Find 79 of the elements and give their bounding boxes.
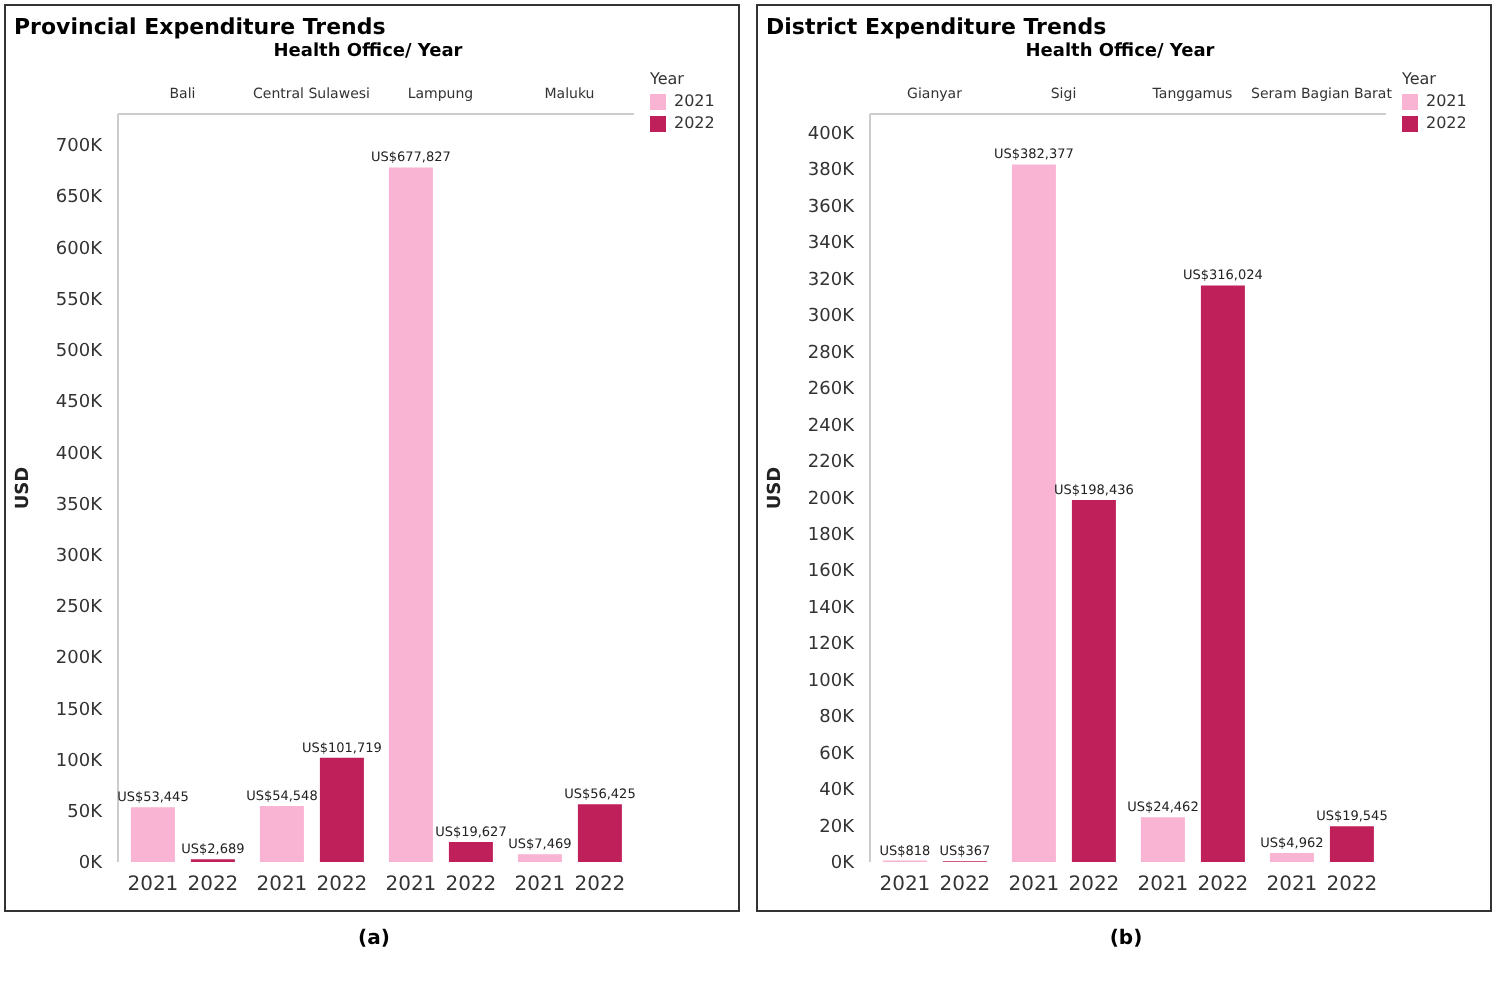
y-tick-label: 220K [807, 453, 857, 474]
y-tick-label: 20K [819, 817, 857, 838]
text: 2021 [1266, 874, 1318, 896]
text: 2021 [1137, 874, 1189, 896]
y-tick-label: 200K [807, 489, 857, 510]
y-tick-label: 360K [807, 197, 857, 218]
y-tick-label: 450K [55, 393, 105, 414]
text: 2022 [574, 874, 626, 896]
bar [388, 167, 433, 862]
x-axis-title: Health Office/ Year [271, 42, 465, 66]
bar [1071, 499, 1116, 862]
y-tick-label: 380K [807, 161, 857, 182]
bar [448, 841, 493, 862]
text: 2022 [445, 874, 497, 896]
legend-title: Year [1402, 70, 1438, 88]
text: 2022 [939, 874, 991, 896]
y-tick-label: 250K [55, 598, 105, 619]
bar [1329, 826, 1374, 862]
y-tick-label: 60K [819, 744, 857, 765]
y-tick-label: 140K [807, 598, 857, 619]
text: 2022 [1326, 874, 1378, 896]
bar [259, 806, 304, 862]
bar [517, 854, 562, 862]
legend-title: Year [650, 70, 686, 88]
y-tick-label: 320K [807, 270, 857, 291]
y-tick-label: 100K [55, 751, 105, 772]
text: 2021 [1008, 874, 1060, 896]
text: 2021 [879, 874, 931, 896]
y-tick-label: 550K [55, 290, 105, 311]
y-axis-title: USD [766, 466, 787, 510]
legend-label: 2021 [672, 92, 717, 110]
bar [1011, 164, 1056, 862]
y-tick-label: 300K [55, 546, 105, 567]
y-tick-label: 400K [807, 124, 857, 145]
y-tick-label: 400K [55, 444, 105, 465]
y-tick-label: 160K [807, 562, 857, 583]
bar [1200, 285, 1245, 862]
y-tick-label: 650K [55, 188, 105, 209]
text: 2021 [127, 874, 179, 896]
text: (a) [356, 928, 392, 950]
y-tick-label: 50K [67, 803, 105, 824]
y-tick-label: 260K [807, 380, 857, 401]
bar [130, 807, 175, 862]
y-tick-label: 120K [807, 635, 857, 656]
bar [1140, 817, 1185, 862]
y-tick-label: 350K [55, 495, 105, 516]
y-tick-label: 500K [55, 342, 105, 363]
y-tick-label: 0K [830, 854, 857, 875]
x-axis-title: Health Office/ Year [1023, 42, 1217, 66]
text: 2021 [385, 874, 437, 896]
y-tick-label: 40K [819, 781, 857, 802]
y-tick-label: 0K [78, 854, 105, 875]
bar [319, 757, 364, 862]
y-tick-label: 180K [807, 526, 857, 546]
text: 2022 [1197, 874, 1249, 896]
y-tick-label: 280K [807, 343, 857, 364]
text: 2021 [256, 874, 308, 896]
chart-title: Provincial Expenditure Trends [12, 12, 388, 42]
chart-title: District Expenditure Trends [764, 12, 1109, 42]
bar [1269, 852, 1314, 862]
y-tick-label: 340K [807, 234, 857, 255]
y-tick-label: 240K [807, 416, 857, 437]
y-tick-label: 150K [55, 700, 105, 721]
y-tick-label: 80K [819, 708, 857, 729]
bar [577, 804, 622, 862]
text: 2021 [514, 874, 566, 896]
text: 2022 [187, 874, 239, 896]
y-tick-label: 700K [55, 137, 105, 158]
legend-label: 2021 [1424, 92, 1469, 110]
y-tick-label: 600K [55, 239, 105, 260]
text: (b) [1107, 928, 1145, 950]
text: 2022 [1068, 874, 1120, 896]
y-axis-title: USD [14, 466, 35, 510]
legend-label: 2022 [672, 114, 717, 132]
y-tick-label: 200K [55, 649, 105, 670]
text: 2022 [316, 874, 368, 896]
legend-label: 2022 [1424, 114, 1469, 132]
y-tick-label: 300K [807, 307, 857, 328]
y-tick-label: 100K [807, 671, 857, 692]
